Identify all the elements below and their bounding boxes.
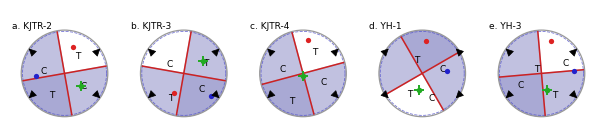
- Polygon shape: [141, 66, 227, 117]
- Text: T: T: [75, 52, 80, 61]
- Text: b. KJTR-3: b. KJTR-3: [131, 22, 171, 31]
- Text: C: C: [279, 65, 285, 74]
- Circle shape: [379, 30, 465, 117]
- Polygon shape: [22, 66, 108, 117]
- Text: T: T: [552, 91, 557, 100]
- Text: e. YH-3: e. YH-3: [488, 22, 521, 31]
- Polygon shape: [21, 31, 72, 117]
- Text: C: C: [81, 82, 87, 91]
- Polygon shape: [498, 30, 545, 117]
- Text: T: T: [168, 94, 173, 103]
- Text: C: C: [199, 85, 205, 94]
- Polygon shape: [401, 30, 465, 111]
- Text: C: C: [562, 59, 568, 68]
- Circle shape: [260, 30, 346, 117]
- Text: d. YH-1: d. YH-1: [370, 22, 402, 31]
- Text: C: C: [41, 67, 47, 76]
- Text: a. KJTR-2: a. KJTR-2: [12, 22, 52, 31]
- Polygon shape: [261, 62, 346, 117]
- Text: C: C: [167, 60, 173, 69]
- Text: C: C: [440, 65, 446, 74]
- Text: T: T: [534, 65, 540, 74]
- Circle shape: [141, 30, 227, 117]
- Text: T: T: [313, 48, 318, 57]
- Text: C: C: [518, 81, 524, 90]
- Text: T: T: [290, 97, 295, 106]
- Circle shape: [21, 30, 108, 117]
- Text: C: C: [321, 78, 327, 87]
- Text: T: T: [407, 90, 413, 99]
- Polygon shape: [260, 32, 314, 117]
- Text: T: T: [203, 59, 208, 68]
- Text: c. KJTR-4: c. KJTR-4: [250, 22, 290, 31]
- Polygon shape: [176, 31, 227, 117]
- Polygon shape: [498, 70, 585, 117]
- Text: T: T: [415, 56, 420, 65]
- Circle shape: [498, 30, 585, 117]
- Text: T: T: [49, 91, 54, 100]
- Text: C: C: [428, 94, 435, 103]
- Polygon shape: [379, 30, 460, 95]
